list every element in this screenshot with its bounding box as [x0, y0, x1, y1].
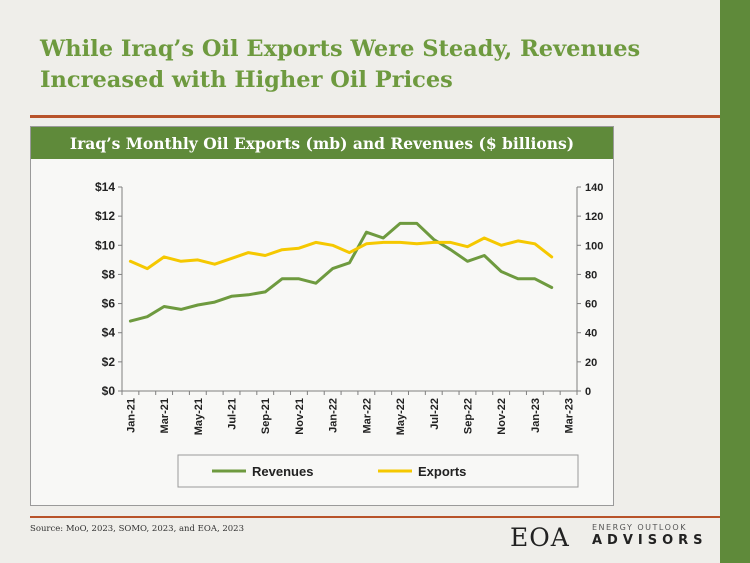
y-left-tick-label: $0: [102, 384, 116, 398]
title-divider: [30, 115, 720, 118]
x-tick-label: May-22: [395, 398, 407, 435]
x-tick-label: Mar-22: [361, 398, 373, 433]
x-tick-label: Jan-23: [530, 398, 542, 433]
chart-panel: Iraq’s Monthly Oil Exports (mb) and Reve…: [30, 126, 614, 506]
y-right-tick-label: 120: [585, 211, 603, 223]
x-tick-label: Sep-22: [462, 398, 474, 434]
x-tick-label: Nov-22: [496, 398, 508, 435]
legend-label-exports: Exports: [418, 464, 466, 479]
y-left-tick-label: $14: [95, 180, 115, 194]
y-right-tick-label: 40: [585, 328, 597, 340]
y-left-tick-label: $10: [95, 238, 115, 252]
footer-divider: [30, 516, 720, 518]
x-tick-label: Jul-21: [227, 398, 239, 430]
y-right-tick-label: 100: [585, 240, 603, 252]
source-note: Source: MoO, 2023, SOMO, 2023, and EOA, …: [30, 524, 245, 534]
line-chart: $0 $2 $4 $6 $8 $10 $12 $14 0 20 40 60 80 100 120 140 Jan…: [95, 180, 603, 488]
logo-bottom-text: ADVISORS: [592, 533, 708, 548]
eoa-logo: EOA ENERGY OUTLOOK ADVISORS: [510, 522, 720, 552]
x-tick-label: Mar-21: [159, 398, 171, 433]
y-right-tick-label: 80: [585, 269, 597, 281]
y-right-tick-label: 20: [585, 357, 597, 369]
logo-top-text: ENERGY OUTLOOK: [592, 523, 687, 532]
slide-title: While Iraq’s Oil Exports Were Steady, Re…: [40, 36, 641, 93]
y-left-tick-label: $12: [95, 209, 115, 223]
chart-title: Iraq’s Monthly Oil Exports (mb) and Reve…: [31, 127, 613, 159]
series-line-revenues: [128, 221, 554, 323]
legend-label-revenues: Revenues: [252, 464, 313, 479]
y-right-tick-label: 0: [585, 386, 591, 398]
logo-main-text: EOA: [510, 523, 570, 552]
y-left-tick-label: $2: [102, 355, 116, 369]
accent-side-bar: [720, 0, 750, 563]
x-tick-label: Mar-23: [564, 398, 576, 433]
y-left-tick-label: $4: [102, 326, 116, 340]
x-tick-label: Sep-21: [260, 398, 272, 434]
y-right-tick-label: 60: [585, 299, 597, 311]
x-tick-label: Jul-22: [429, 398, 441, 430]
x-tick-label: Nov-21: [294, 398, 306, 435]
y-left-tick-label: $8: [102, 267, 116, 281]
x-tick-label: Jan-21: [125, 398, 137, 433]
series-line-exports: [128, 236, 554, 271]
x-tick-label: May-21: [193, 398, 205, 435]
y-left-tick-label: $6: [102, 297, 116, 311]
x-tick-label: Jan-22: [328, 398, 340, 433]
y-right-tick-label: 140: [585, 182, 603, 194]
